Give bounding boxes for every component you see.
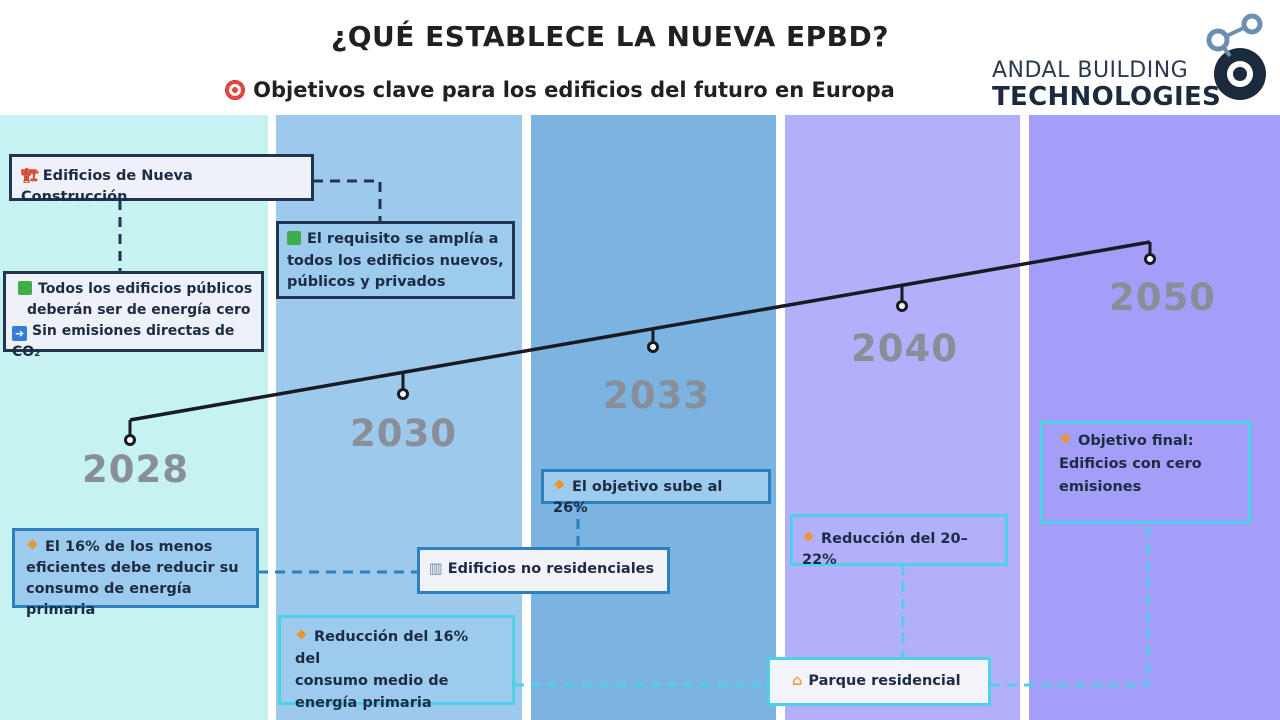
nonres-label-box: ▥ Edificios no residenciales [417,547,670,594]
newbuild-public-line-1: Todos los edificios públicos [12,279,255,300]
newbuild-all-line-1: El requisito se amplía a [287,229,504,251]
newbuild-public-box: Todos los edificios públicos deberán ser… [3,271,264,360]
band-2050 [1029,115,1280,720]
res-final-line-2: Edificios con cero [1059,456,1202,472]
res-16-line-3: energía primaria [295,695,432,711]
nonres-26-box: El objetivo sube al 26% [541,469,771,516]
newbuild-all-box: El requisito se amplía a todos los edifi… [276,221,515,299]
crane-icon: 🏗 [21,168,39,184]
connector-newbuild-all [313,179,382,222]
nonres-16-line-2: eficientes debe reducir su [26,560,239,576]
orange-diamond-icon [554,479,565,490]
res-final-line-3: emisiones [1059,479,1142,495]
timeline-line [129,240,1151,422]
res-20-box: Reducción del 20–22% [790,514,1008,568]
band-2028 [0,115,268,720]
green-square-icon [18,281,32,295]
nonres-label: Edificios no residenciales [447,561,655,577]
newbuild-label: Edificios de Nueva Construcción [21,168,193,205]
subtitle-text: Objetivos clave para los edificios del f… [253,78,895,102]
newbuild-all-line-3: públicos y privados [287,274,446,290]
res-label-box: ⌂ Parque residencial [767,657,991,706]
orange-diamond-icon [1060,433,1071,444]
nonres-16-box: El 16% de los menos eficientes debe redu… [12,528,259,618]
logo-mark-icon [1206,13,1266,100]
res-16-box: Reducción del 16% del consumo medio de e… [278,615,515,711]
newbuild-public-line-3: ➜ Sin emisiones directas de CO₂ [12,323,235,360]
year-2033: 2033 [603,374,710,417]
res-label: Parque residencial [808,673,961,689]
newbuild-label-box: 🏗 Edificios de Nueva Construcción [9,154,314,205]
year-2040: 2040 [851,327,958,370]
arrow-right-icon: ➜ [12,326,27,341]
res-final-box: Objetivo final: Edificios con cero emisi… [1040,421,1251,524]
orange-diamond-icon [803,531,814,542]
connector-res-final [990,523,1150,687]
orange-diamond-icon [27,539,38,550]
orange-diamond-icon [296,629,307,640]
office-building-icon: ▥ [429,561,443,577]
res-final-line-1: Objetivo final: [1059,430,1232,453]
green-square-icon [287,231,301,245]
res-16-line-2: consumo medio de [295,673,449,689]
target-icon [225,80,246,100]
nonres-26-text: El objetivo sube al 26% [553,479,723,516]
logo-text-line2: TECHNOLOGIES [992,82,1222,112]
timeline-ticks [124,242,1156,446]
newbuild-public-line-2: deberán ser de energía cero [27,302,251,318]
year-2028: 2028 [82,448,189,491]
band-2033 [531,115,776,720]
page-title: ¿QUÉ ESTABLECE LA NUEVA EPBD? [331,20,889,53]
company-logo: ANDAL BUILDING TECHNOLOGIES [990,10,1275,114]
year-2030: 2030 [350,412,457,455]
nonres-16-line-3: consumo de energía primaria [26,581,192,618]
header: ¿QUÉ ESTABLECE LA NUEVA EPBD? Objetivos … [0,0,1280,115]
house-icon: ⌂ [792,673,803,689]
year-2050: 2050 [1109,276,1216,319]
res-20-text: Reducción del 20–22% [802,531,968,568]
res-16-line-1: Reducción del 16% del [295,629,469,667]
page-subtitle: Objetivos clave para los edificios del f… [0,78,1120,102]
nonres-16-line-1: El 16% de los menos [26,537,245,558]
newbuild-all-line-2: todos los edificios nuevos, [287,252,504,269]
logo-text-line1: ANDAL BUILDING [992,58,1189,83]
